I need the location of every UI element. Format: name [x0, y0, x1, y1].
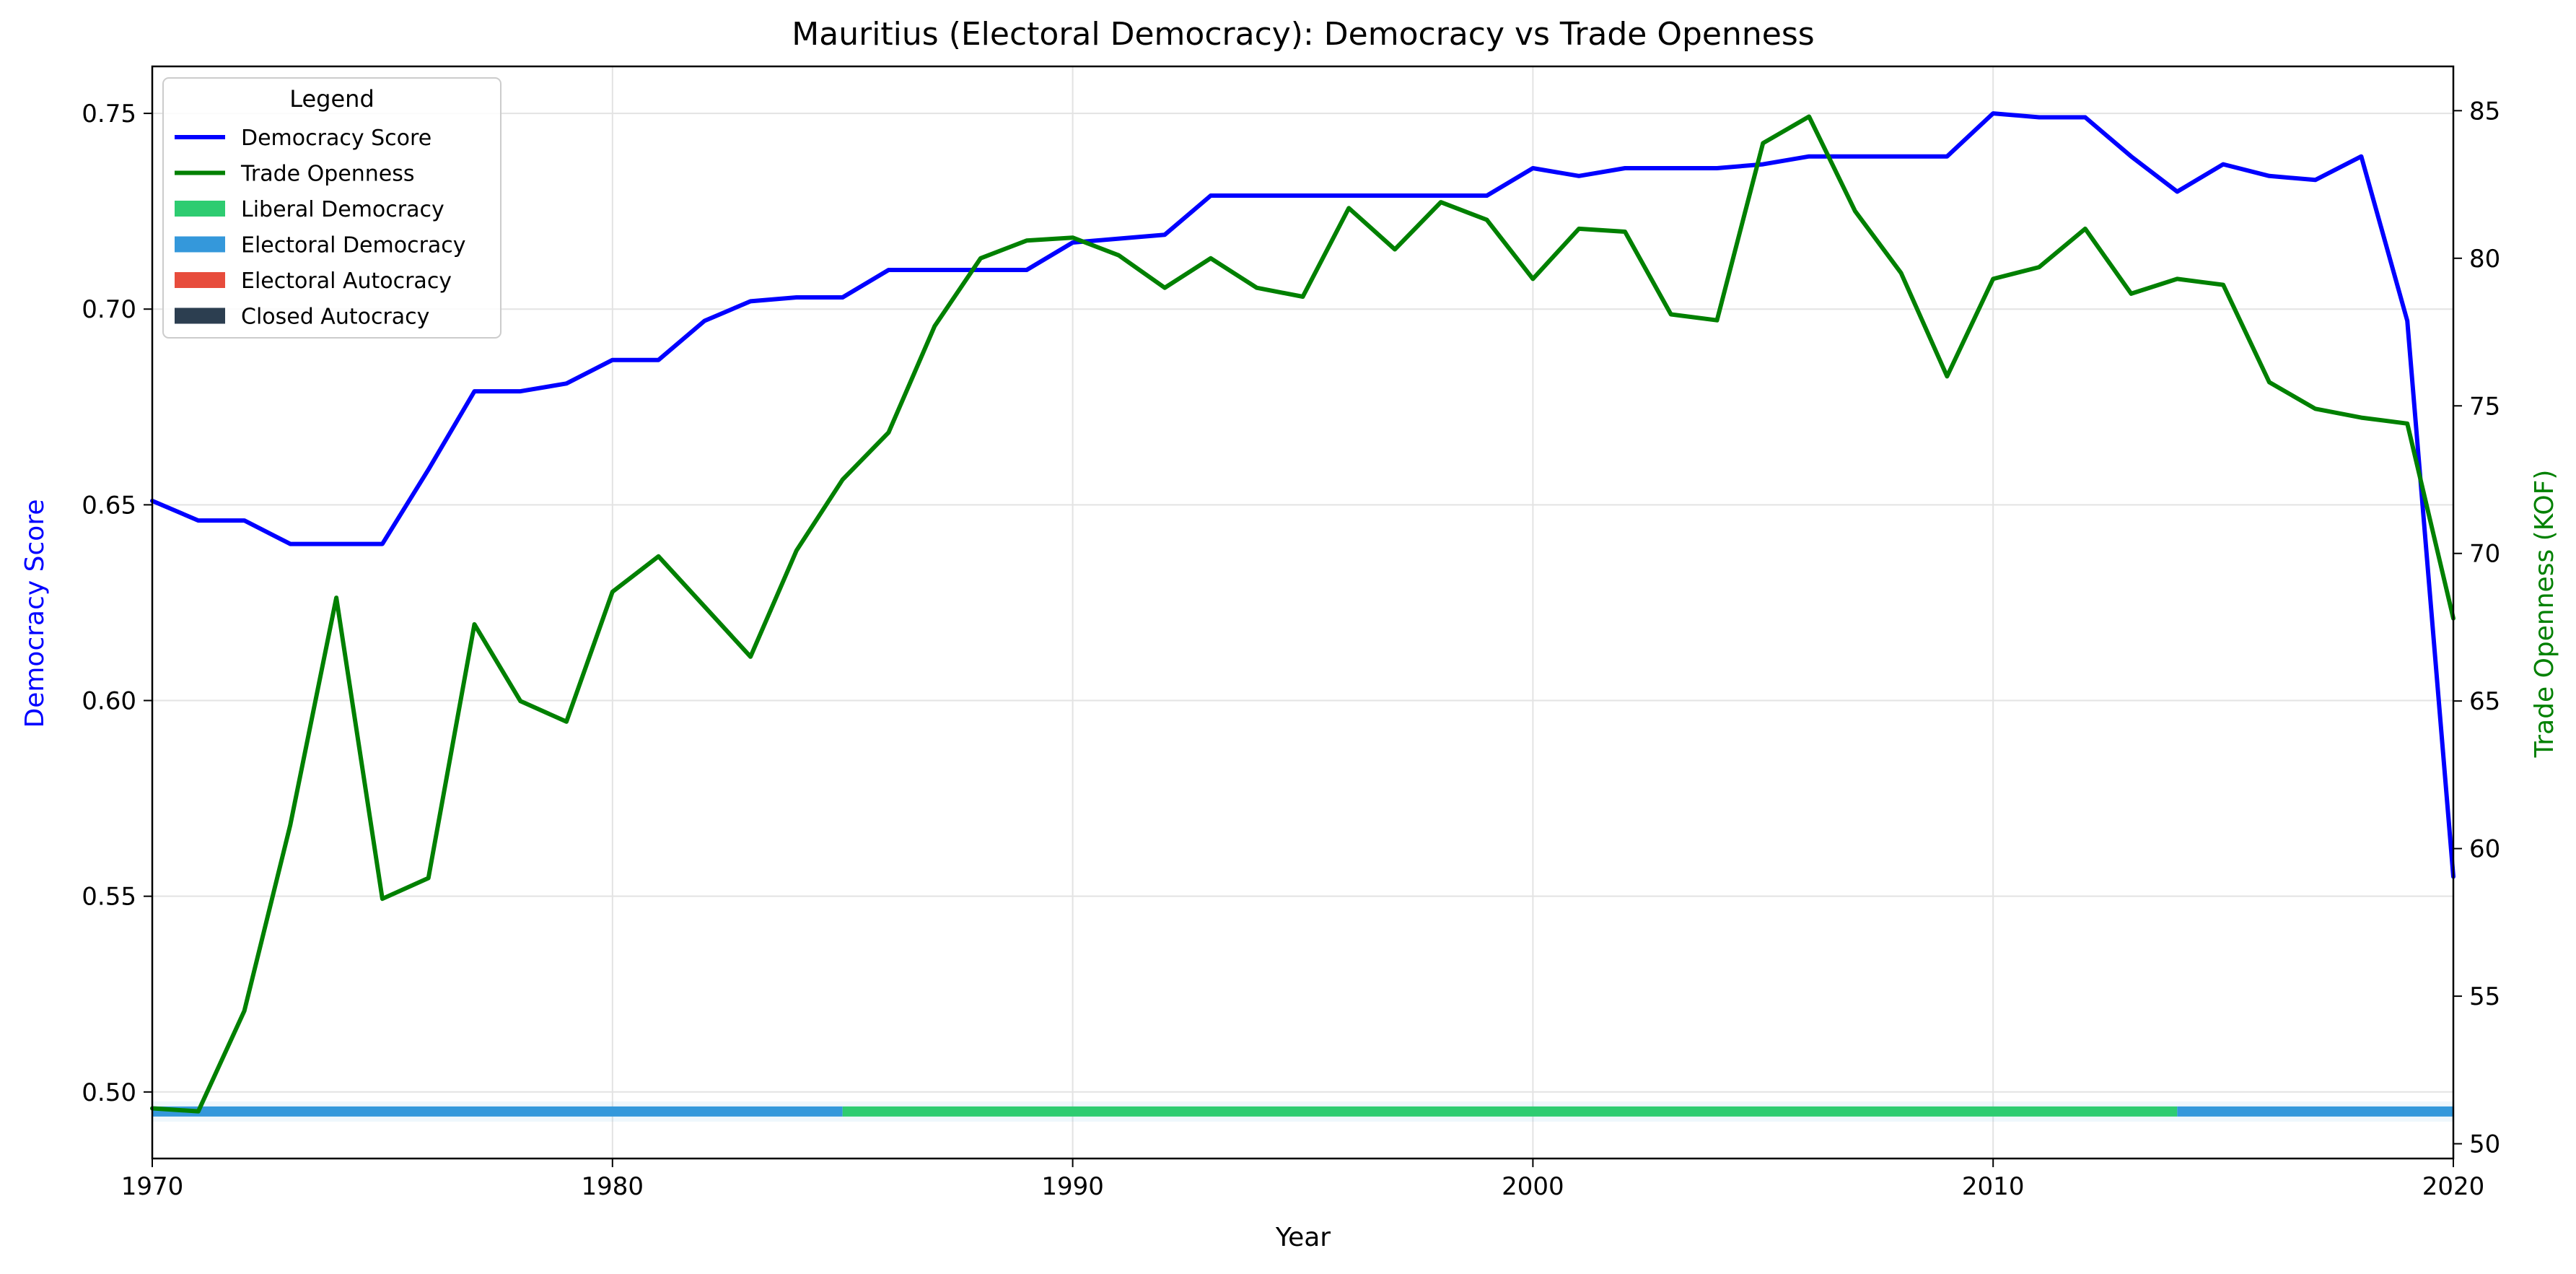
legend-label: Trade Openness	[240, 162, 415, 187]
y-tick-label-right: 50	[2469, 1130, 2500, 1159]
x-tick-label: 2020	[2422, 1172, 2485, 1201]
series-lines	[150, 111, 2455, 1114]
y-axis-label-right: Trade Openness (KOF)	[2530, 470, 2559, 759]
legend-label: Democracy Score	[241, 126, 431, 151]
legend: Legend Democracy Score Trade Openness Libe…	[162, 77, 501, 339]
y-tick-label-left: 0.75	[82, 100, 136, 128]
legend-frame	[162, 77, 501, 339]
axes: 1970 1980 1990 2000 2010 2020 0.50 0.55 0.60 0.65…	[82, 65, 2500, 1201]
legend-label: Liberal Democracy	[241, 197, 444, 222]
legend-label: Electoral Democracy	[241, 233, 466, 258]
x-tick-label: 1970	[121, 1172, 184, 1201]
democracy-score-line	[150, 111, 2455, 879]
y-tick-label-right: 70	[2469, 540, 2500, 569]
y-tick-label-right: 75	[2469, 392, 2500, 421]
x-tick-label: 2010	[1962, 1172, 2025, 1201]
regime-bands	[152, 1101, 2453, 1122]
x-tick-label: 1980	[582, 1172, 644, 1201]
y-tick-label-left: 0.70	[82, 295, 136, 324]
y-tick-label-right: 55	[2469, 982, 2500, 1011]
y-tick-label-right: 60	[2469, 835, 2500, 864]
plot-frame	[151, 65, 2455, 1160]
y-tick-label-right: 85	[2469, 97, 2500, 126]
y-axis-label-left: Democracy Score	[20, 499, 50, 728]
y-tick-label-left: 0.50	[82, 1078, 136, 1107]
x-axis-label: Year	[1275, 1223, 1331, 1252]
y-tick-label-left: 0.65	[82, 491, 136, 520]
y-tick-label-right: 65	[2469, 687, 2500, 716]
y-tick-label-right: 80	[2469, 245, 2500, 274]
legend-patch-swatch	[175, 201, 225, 217]
legend-patch-swatch	[175, 272, 225, 288]
legend-label: Electoral Autocracy	[241, 269, 452, 294]
trade-openness-line	[150, 114, 2455, 1114]
x-tick-label: 2000	[1502, 1172, 1564, 1201]
legend-entries: Democracy Score Trade Openness Liberal Dem…	[175, 126, 466, 330]
chart-title: Mauritius (Electoral Democracy): Democra…	[792, 16, 1814, 53]
legend-label: Closed Autocracy	[241, 305, 429, 330]
y-tick-label-left: 0.60	[82, 687, 136, 716]
y-tick-label-left: 0.55	[82, 883, 136, 912]
legend-title: Legend	[289, 85, 374, 113]
legend-patch-swatch	[175, 307, 225, 324]
x-tick-label: 1990	[1041, 1172, 1104, 1201]
legend-patch-swatch	[175, 236, 225, 253]
grid	[152, 66, 2454, 1159]
